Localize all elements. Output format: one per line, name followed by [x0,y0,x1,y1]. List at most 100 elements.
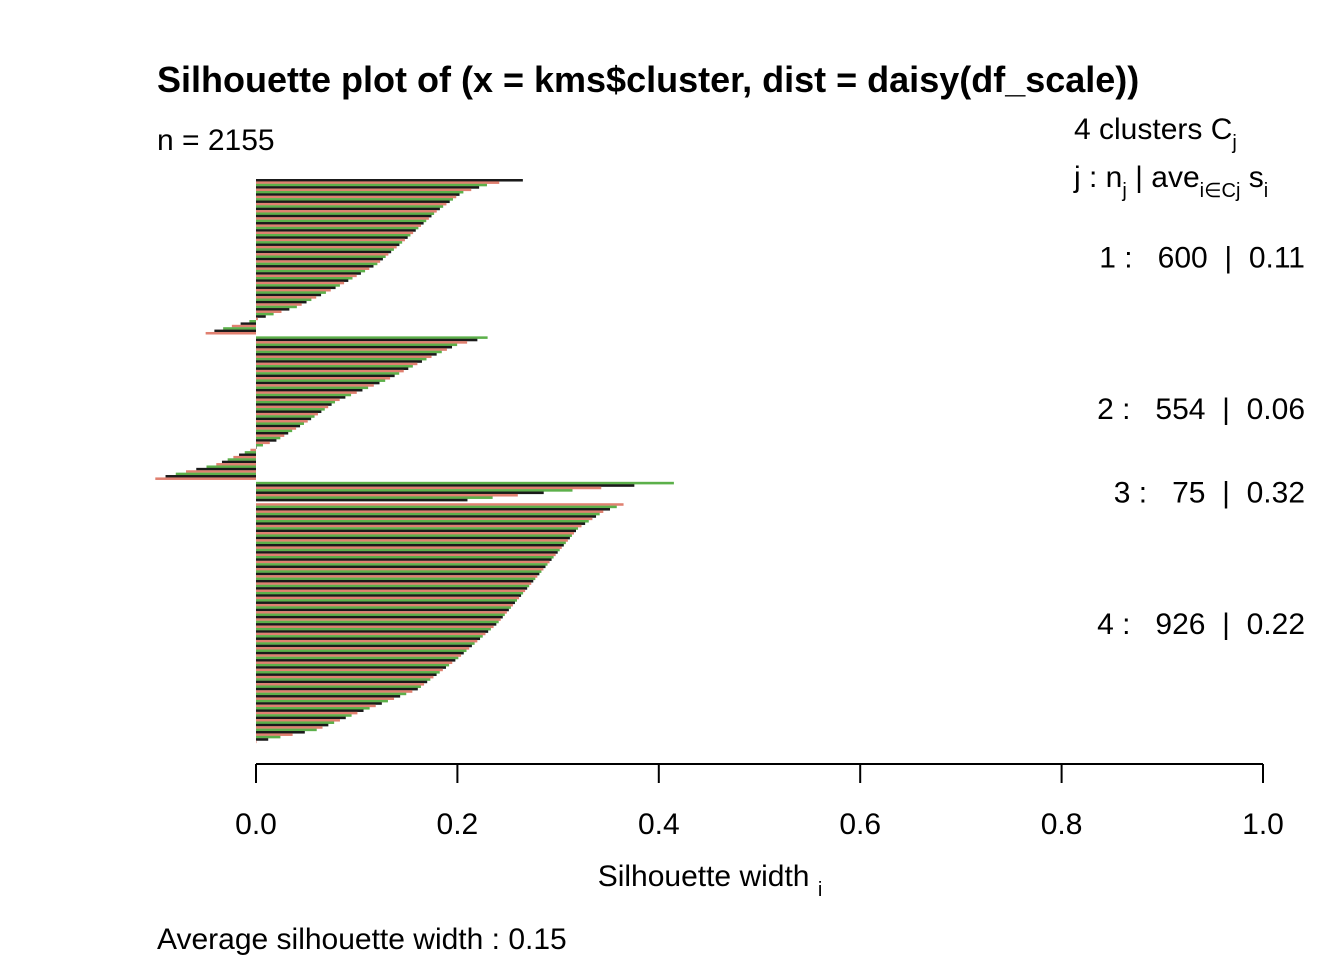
silhouette-bar-c4 [256,731,305,734]
silhouette-bar-c4 [256,687,418,691]
silhouette-bar-c2 [256,350,442,354]
silhouette-bar-c2 [256,441,270,445]
silhouette-bar-c1 [256,245,397,249]
silhouette-bar-c1 [256,293,322,297]
silhouette-bar-c1 [256,269,366,273]
silhouette-bar-c2 [256,345,453,349]
silhouette-bar-c2 [256,353,437,356]
silhouette-bar-c4 [256,558,552,561]
silhouette-bar-c1 [256,231,414,235]
silhouette-bar-c2 [256,439,277,442]
silhouette-bar-c2 [196,467,256,471]
silhouette-bar-c4 [256,632,486,636]
silhouette-bar-c1 [256,205,444,208]
silhouette-bar-c2 [206,465,256,468]
silhouette-bar-c4 [256,613,505,617]
silhouette-bar-c4 [256,637,481,641]
x-tick-label: 0.6 [839,808,881,841]
x-tick-label: 0.4 [638,808,680,841]
legend-header-line1: 4 clusters Cj [1074,113,1237,154]
silhouette-bar-c4 [256,666,446,669]
silhouette-bar-c1 [256,248,394,251]
silhouette-bar-c2 [256,362,418,366]
silhouette-bar-c2 [256,391,357,394]
silhouette-bar-c2 [256,422,304,425]
silhouette-bar-c1 [256,286,336,290]
silhouette-bar-c1 [256,288,331,292]
silhouette-bar-c4 [256,685,421,688]
silhouette-bar-c4 [256,541,566,545]
silhouette-bar-c4 [256,596,520,600]
silhouette-bar-c1 [256,317,258,321]
silhouette-bar-c4 [256,560,550,564]
silhouette-bar-c4 [256,522,586,525]
cluster-label-1: 1 : 600 | 0.11 [1099,242,1305,275]
silhouette-bar-c2 [256,427,297,430]
silhouette-bar-c2 [256,374,395,378]
silhouette-bar-c4 [256,711,358,715]
silhouette-bar-c1 [256,300,307,304]
silhouette-bar-c1 [256,243,400,247]
silhouette-bar-c2 [256,434,285,437]
silhouette-bar-c4 [256,536,570,540]
silhouette-bar-c4 [256,644,472,648]
silhouette-bar-c4 [256,683,425,686]
silhouette-bar-c2 [256,365,413,368]
silhouette-bar-c4 [256,716,346,720]
silhouette-bar-c2 [256,369,404,373]
silhouette-bar-c2 [250,448,256,452]
silhouette-bar-c4 [256,606,511,609]
silhouette-bar-c1 [256,226,419,230]
silhouette-bar-c2 [256,386,369,390]
silhouette-bar-c2 [256,341,468,344]
silhouette-bar-c4 [256,508,610,511]
silhouette-bar-c4 [256,615,503,619]
silhouette-bar-c1 [256,200,450,204]
chart-title: Silhouette plot of (x = kms$cluster, dis… [157,59,1139,100]
silhouette-bar-c1 [256,181,500,184]
silhouette-bar-c1 [256,236,408,239]
cluster-label-4: 4 : 926 | 0.22 [1097,608,1305,641]
silhouette-bar-c1 [256,267,370,270]
silhouette-bar-c1 [256,277,353,280]
silhouette-bar-c2 [256,393,352,397]
silhouette-bar-c1 [256,229,416,232]
silhouette-bar-c1 [249,320,256,323]
silhouette-bar-c4 [256,673,437,677]
silhouette-bar-c2 [186,470,256,473]
silhouette-bar-c1 [256,312,274,316]
silhouette-bar-c2 [256,336,488,339]
silhouette-bar-c3 [256,484,635,487]
cluster-label-3: 3 : 75 | 0.32 [1114,477,1305,510]
silhouette-bar-c1 [256,305,297,309]
silhouette-bar-c2 [256,431,289,435]
silhouette-bar-c1 [256,281,345,285]
silhouette-bar-c1 [256,274,357,278]
silhouette-bar-c1 [256,265,374,268]
silhouette-bar-c4 [256,721,335,724]
silhouette-bar-c4 [256,594,522,597]
silhouette-bar-c4 [256,635,483,638]
silhouette-bar-c2 [256,400,336,404]
silhouette-bar-c4 [256,599,518,602]
silhouette-bar-c2 [256,379,386,382]
silhouette-bar-c2 [155,477,256,480]
silhouette-bar-c4 [256,707,370,710]
silhouette-bar-c3 [256,486,602,490]
silhouette-bar-c2 [256,398,340,402]
silhouette-bar-c1 [256,233,411,237]
silhouette-bar-c1 [256,207,440,211]
silhouette-bar-c2 [256,408,325,411]
silhouette-bar-c4 [256,733,293,736]
silhouette-bar-c2 [233,455,256,459]
silhouette-bar-c2 [256,429,293,433]
silhouette-bar-c4 [256,661,453,665]
silhouette-bar-c4 [256,668,443,672]
silhouette-bar-c4 [256,567,544,571]
silhouette-bar-c4 [256,611,507,614]
silhouette-bar-c2 [256,381,380,385]
silhouette-bar-c1 [256,188,472,192]
silhouette-bar-c1 [256,212,435,215]
silhouette-bar-c2 [256,360,422,363]
